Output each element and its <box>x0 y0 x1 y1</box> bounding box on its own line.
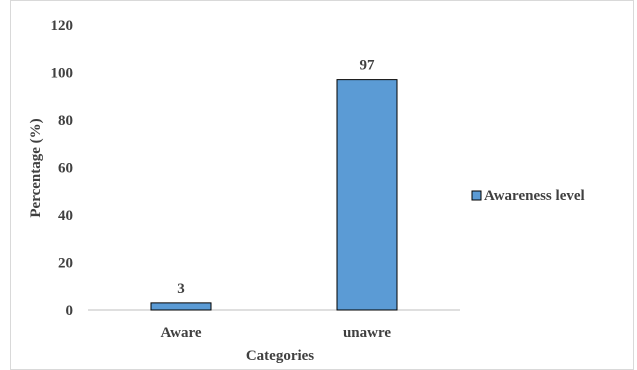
legend: Awareness level <box>471 188 585 204</box>
legend-label: Awareness level <box>484 188 585 204</box>
category-label: unawre <box>343 325 391 341</box>
y-tick-label: 120 <box>51 18 74 34</box>
y-tick-label: 0 <box>66 303 74 319</box>
y-tick-label: 60 <box>58 161 73 177</box>
bar <box>336 79 398 311</box>
category-label: Aware <box>160 325 201 341</box>
bar <box>150 302 212 311</box>
data-label: 97 <box>360 58 376 74</box>
y-tick-label: 40 <box>58 208 73 224</box>
x-axis-title: Categories <box>246 348 314 364</box>
bars <box>150 79 398 311</box>
chart-frame <box>10 0 634 370</box>
y-tick-label: 80 <box>58 113 73 129</box>
y-tick-label: 100 <box>51 66 74 82</box>
y-axis-ticks: 0 20 40 60 80 100 120 <box>51 18 74 319</box>
data-label: 3 <box>177 281 185 297</box>
legend-swatch <box>471 190 482 201</box>
y-tick-label: 20 <box>58 256 73 272</box>
data-labels: 3 97 <box>177 58 375 297</box>
y-axis-title: Percentage (%) <box>28 118 44 217</box>
category-labels: Aware unawre <box>160 325 391 341</box>
